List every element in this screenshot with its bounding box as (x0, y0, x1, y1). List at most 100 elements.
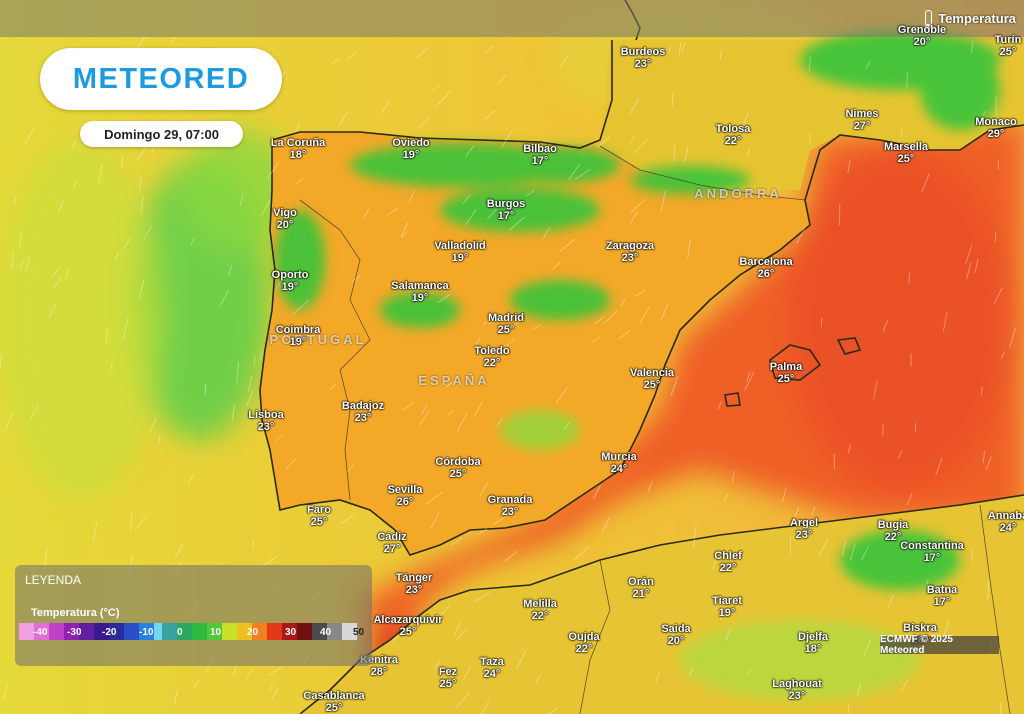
city-label[interactable]: Bugia 22° (878, 519, 909, 543)
city-temperature: 25° (497, 324, 515, 336)
wind-streak (456, 691, 470, 708)
city-label[interactable]: Lisboa 23° (248, 409, 283, 433)
scale-segment (327, 623, 342, 640)
city-label[interactable]: Cádiz 27° (377, 531, 406, 555)
city-name: Bilbao (523, 143, 557, 155)
city-label[interactable]: Casablanca 25° (303, 690, 364, 714)
wind-streak (860, 545, 870, 561)
city-label[interactable]: Faro 25° (307, 504, 331, 528)
wind-streak (72, 179, 78, 190)
wind-streak (286, 457, 298, 470)
city-label[interactable]: Burgos 17° (487, 198, 526, 222)
wind-streak (245, 669, 253, 680)
city-label[interactable]: Grenoble 20° (898, 24, 946, 48)
city-label[interactable]: Burdeos 23° (621, 46, 666, 70)
city-label[interactable]: Oujda 22° (568, 631, 599, 655)
wind-streak (419, 410, 430, 426)
wind-streak (253, 356, 256, 366)
city-label[interactable]: Argel 23° (790, 517, 818, 541)
city-label[interactable]: Tolosa 22° (716, 123, 751, 147)
city-label[interactable]: Alcazarquivir 25° (373, 614, 442, 638)
city-label[interactable]: Saida 20° (661, 623, 690, 647)
wind-streak (847, 160, 851, 173)
wind-streak (942, 311, 948, 332)
city-label[interactable]: Orán 21° (628, 576, 654, 600)
wind-streak (129, 511, 133, 532)
wind-streak (140, 196, 144, 215)
city-label[interactable]: Oporto 19° (272, 269, 309, 293)
wind-streak (632, 97, 640, 111)
city-label[interactable]: Sevilla 26° (388, 484, 423, 508)
city-label[interactable]: Melilla 22° (523, 598, 557, 622)
scale-label: 0 (177, 627, 183, 638)
city-temperature: 19° (281, 281, 299, 293)
city-label[interactable]: Palma 25° (770, 361, 802, 385)
wind-streak (539, 599, 551, 618)
city-name: Burdeos (620, 46, 666, 58)
city-temperature: 25° (897, 153, 915, 165)
city-label[interactable]: Valencia 25° (630, 367, 674, 391)
city-label[interactable]: Barcelona 26° (739, 256, 792, 280)
wind-streak (971, 549, 974, 559)
scale-segment (207, 623, 222, 640)
city-label[interactable]: Salamanca 19° (391, 280, 448, 304)
wind-streak (486, 208, 497, 220)
scale-label: 20 (247, 627, 259, 638)
city-label[interactable]: Coimbra 19° (276, 324, 321, 348)
city-label[interactable]: Vigo 20° (273, 207, 297, 231)
wind-streak (482, 319, 490, 326)
city-label[interactable]: Monaco 29° (975, 116, 1017, 140)
city-label[interactable]: Marsella 25° (884, 141, 928, 165)
city-label[interactable]: Taza 24° (480, 656, 504, 680)
wind-streak (591, 336, 601, 343)
wind-streak (833, 453, 836, 470)
wind-streak (415, 47, 429, 58)
wind-streak (434, 660, 441, 670)
wind-streak (681, 41, 686, 53)
city-label[interactable]: Laghouat 23° (772, 678, 822, 702)
city-label[interactable]: Madrid 25° (488, 312, 524, 336)
city-label[interactable]: Annaba24° (988, 510, 1024, 534)
city-label[interactable]: Córdoba 25° (435, 456, 480, 480)
wind-streak (982, 450, 986, 464)
layer-label[interactable]: Temperatura (924, 10, 1016, 30)
city-label[interactable]: Tánger 23° (396, 572, 433, 596)
city-temperature: 22° (575, 643, 593, 655)
wind-streak (436, 293, 451, 304)
wind-streak (475, 592, 490, 602)
city-label[interactable]: Toledo 22° (474, 345, 509, 369)
city-label[interactable]: Chlef 22° (714, 550, 742, 574)
city-label[interactable]: Tiaret 19° (712, 595, 742, 619)
city-label[interactable]: Valladolid 19° (434, 240, 485, 264)
city-label[interactable]: Fez 25° (439, 666, 457, 690)
wind-streak (228, 265, 232, 277)
city-label[interactable]: Badajoz 23° (342, 400, 384, 424)
city-label[interactable]: Zaragoza 23° (606, 240, 654, 264)
city-temperature: 25° (449, 468, 467, 480)
forecast-date[interactable]: Domingo 29, 07:00 (80, 121, 243, 147)
city-name: Toledo (474, 345, 510, 357)
city-temperature: 26° (396, 496, 414, 508)
city-label[interactable]: Djelfa 18° (798, 631, 828, 655)
city-temperature: 24° (483, 668, 501, 680)
city-label[interactable]: Batna 17° (927, 584, 958, 608)
wind-streak (105, 327, 109, 346)
meteored-logo[interactable]: METEORED (40, 48, 282, 110)
city-label[interactable]: Constantina 17° (900, 540, 964, 564)
city-label[interactable]: Granada 23° (488, 494, 533, 518)
wind-streak (432, 84, 441, 91)
city-label[interactable]: Nimes 27° (845, 108, 878, 132)
city-label[interactable]: Turín 25° (995, 34, 1022, 58)
scale-label: -30 (67, 627, 82, 638)
wind-streak (865, 60, 871, 69)
wind-streak (462, 194, 471, 204)
city-label[interactable]: La Coruña 18° (271, 137, 325, 161)
city-label[interactable]: Oviedo 19° (392, 137, 429, 161)
city-temperature: 22° (724, 135, 742, 147)
wind-streak (496, 417, 503, 427)
wind-streak (901, 678, 909, 691)
city-temperature: 18° (289, 149, 307, 161)
city-label[interactable]: Murcia 24° (601, 451, 636, 475)
city-label[interactable]: Bilbao 17° (523, 143, 557, 167)
